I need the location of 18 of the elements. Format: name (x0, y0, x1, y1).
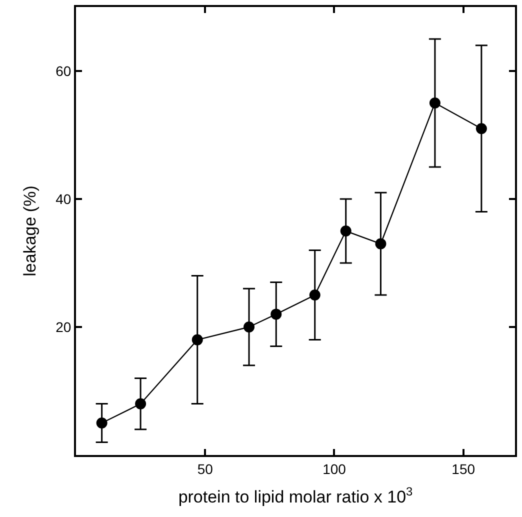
x-axis-title: protein to lipid molar ratio x 10$^{3}$ (178, 484, 414, 507)
y-tick-label: 40 (56, 190, 72, 207)
point (244, 322, 255, 332)
x-tick-label: 100 (322, 460, 346, 477)
point (96, 418, 108, 428)
y-axis-title: leakage (%) (20, 186, 40, 276)
point (135, 398, 146, 410)
y-tick-label: 20 (56, 318, 72, 335)
point (309, 290, 320, 300)
point (270, 308, 282, 320)
y-tick-label: 60 (56, 62, 72, 79)
point (340, 226, 352, 236)
point (476, 123, 487, 134)
x-tick-label: 150 (452, 460, 476, 477)
point (192, 334, 203, 346)
x-tick-label: 50 (197, 460, 214, 477)
point (429, 98, 440, 108)
point (375, 238, 386, 250)
